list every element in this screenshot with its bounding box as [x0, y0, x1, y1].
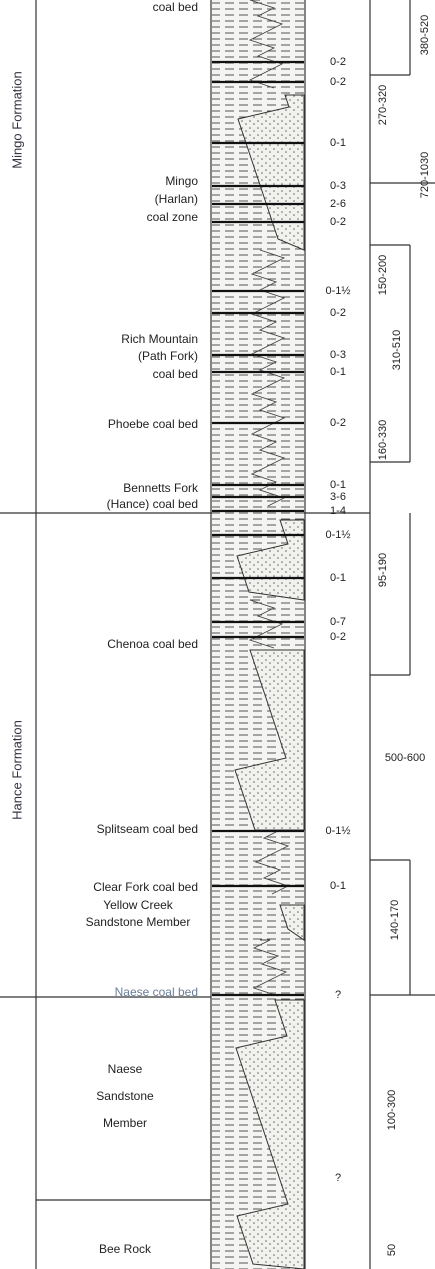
- unit-name: coal zone: [147, 210, 199, 224]
- thickness-label: 1-4: [330, 505, 346, 517]
- thickness-label: 0-2: [330, 56, 346, 68]
- thickness-label: 0-1: [330, 366, 346, 378]
- thickness-label: 0-1: [330, 572, 346, 584]
- formation-name: Mingo Formation: [9, 71, 24, 169]
- unit-name: Rich Mountain: [121, 332, 198, 346]
- thickness-label: 0-1½: [325, 285, 350, 297]
- unit-name: Phoebe coal bed: [108, 417, 198, 431]
- unit-name: Sandstone Member: [86, 915, 191, 929]
- unit-name: Bee Rock: [99, 1242, 152, 1256]
- interval-label: 500-600: [385, 752, 425, 764]
- unit-name: Yellow Creek: [103, 898, 174, 912]
- unit-name: Chenoa coal bed: [107, 637, 198, 651]
- lithology-log: [212, 0, 304, 1269]
- thickness-label: 0-1: [330, 137, 346, 149]
- interval-label: 720-1030: [419, 152, 431, 199]
- unit-name: Mingo: [165, 174, 198, 188]
- unit-name: coal bed: [153, 367, 198, 381]
- thickness-label: 2-6: [330, 198, 346, 210]
- thickness-label: 0-1½: [325, 825, 350, 837]
- unit-name: Naese coal bed: [115, 985, 198, 999]
- thickness-label: 0-2: [330, 216, 346, 228]
- interval-label: 50: [386, 1244, 398, 1256]
- unit-name: Clear Fork coal bed: [93, 880, 198, 894]
- unit-name: Naese: [108, 1062, 143, 1076]
- interval-label: 140-170: [389, 900, 401, 940]
- thickness-label: 0-3: [330, 349, 346, 361]
- unit-name: coal bed: [153, 0, 198, 14]
- thickness-label: 0-1½: [325, 529, 350, 541]
- thickness-label: 0-2: [330, 417, 346, 429]
- formation-name: Hance Formation: [9, 720, 24, 820]
- interval-label: 310-510: [391, 330, 403, 370]
- unit-name: (Path Fork): [138, 349, 198, 363]
- thickness-label: 0-1: [330, 880, 346, 892]
- interval-label: 95-190: [377, 553, 389, 587]
- thickness-label: 0-1: [330, 479, 346, 491]
- thickness-label: 0-7: [330, 616, 346, 628]
- unit-name: (Hance) coal bed: [107, 497, 198, 511]
- unit-name: (Harlan): [155, 192, 198, 206]
- unit-name: Bennetts Fork: [123, 481, 199, 495]
- thickness-label: ?: [335, 1172, 341, 1184]
- thickness-label: ?: [335, 989, 341, 1001]
- unit-name: Splitseam coal bed: [97, 822, 198, 836]
- interval-label: 380-520: [419, 15, 431, 55]
- interval-label: 160-330: [377, 420, 389, 460]
- thickness-label: 0-2: [330, 631, 346, 643]
- unit-name: Sandstone: [96, 1089, 154, 1103]
- thickness-label: 0-2: [330, 307, 346, 319]
- thickness-label: 0-3: [330, 180, 346, 192]
- interval-label: 270-320: [377, 85, 389, 125]
- thickness-label: 0-2: [330, 76, 346, 88]
- interval-label: 100-300: [386, 1090, 398, 1130]
- stratigraphic-column: Mingo Formation Hance Formation coal bed Mi…: [0, 0, 435, 1269]
- interval-label: 150-200: [377, 255, 389, 295]
- unit-name: Member: [103, 1116, 147, 1130]
- thickness-label: 3-6: [330, 491, 346, 503]
